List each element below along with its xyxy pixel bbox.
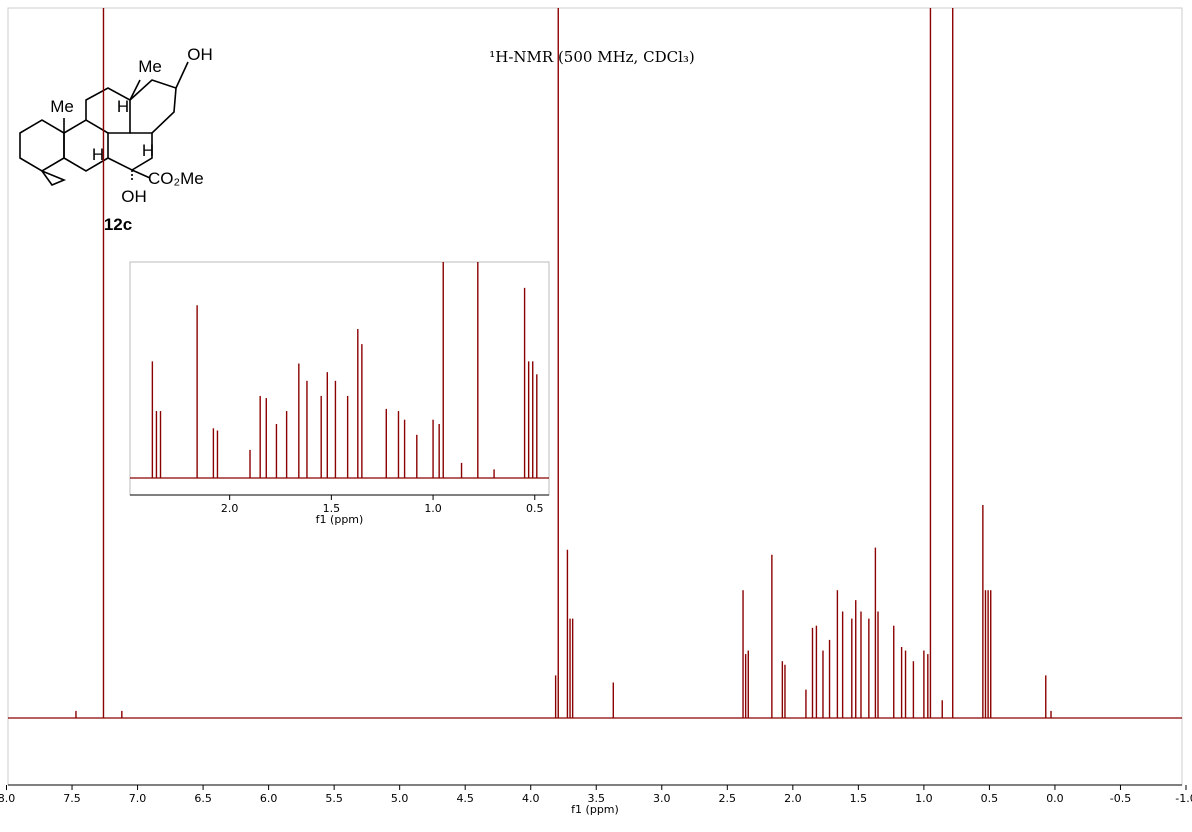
atom-label: CO₂Me (148, 169, 204, 188)
x-tick-label: 0.5 (981, 792, 999, 805)
atom-label: H (142, 141, 154, 160)
x-tick-label: 0.5 (526, 502, 544, 515)
x-tick-label: 7.0 (129, 792, 147, 805)
x-tick-label: 1.0 (915, 792, 933, 805)
compound-label: 12c (104, 215, 132, 234)
x-tick-label: 2.0 (221, 502, 239, 515)
atom-label: H (92, 145, 104, 164)
x-tick-label: 8.0 (0, 792, 15, 805)
x-tick-label: 1.0 (424, 502, 442, 515)
x-tick-label: 4.0 (522, 792, 540, 805)
chart-title: ¹H-NMR (500 MHz, CDCl₃) (489, 48, 694, 66)
x-tick-label: 2.5 (719, 792, 737, 805)
x-tick-label: 5.0 (391, 792, 409, 805)
x-tick-label: 5.5 (325, 792, 343, 805)
x-tick-label: -0.5 (1110, 792, 1131, 805)
x-tick-label: -1.0 (1175, 792, 1192, 805)
bond (131, 169, 151, 179)
x-tick-label: 3.0 (653, 792, 671, 805)
atom-label: Me (50, 97, 74, 116)
atom-label: H (117, 97, 129, 116)
x-tick-label: 6.0 (260, 792, 278, 805)
bond (175, 61, 189, 89)
ring-c (85, 87, 131, 134)
bond (129, 79, 141, 101)
x-tick-label: 0.0 (1046, 792, 1064, 805)
x-tick-label: 1.5 (323, 502, 341, 515)
ring-a (19, 119, 65, 172)
atom-label: Me (138, 57, 162, 76)
x-tick-label: 6.5 (194, 792, 212, 805)
x-axis-label: f1 (ppm) (316, 513, 364, 526)
x-tick-label: 1.5 (850, 792, 868, 805)
x-tick-label: 7.5 (63, 792, 81, 805)
inset-frame (129, 261, 550, 496)
x-axis-label: f1 (ppm) (571, 803, 619, 816)
structure: Me OH Me H H H CO₂Me OH 12c (19, 45, 213, 234)
x-tick-label: 3.5 (588, 792, 606, 805)
cyclopropane (39, 169, 67, 186)
x-tick-label: 2.0 (784, 792, 802, 805)
x-tick-label: 4.5 (456, 792, 474, 805)
atom-label: OH (187, 45, 213, 64)
ring-d (107, 132, 153, 171)
atom-label: OH (121, 187, 147, 206)
